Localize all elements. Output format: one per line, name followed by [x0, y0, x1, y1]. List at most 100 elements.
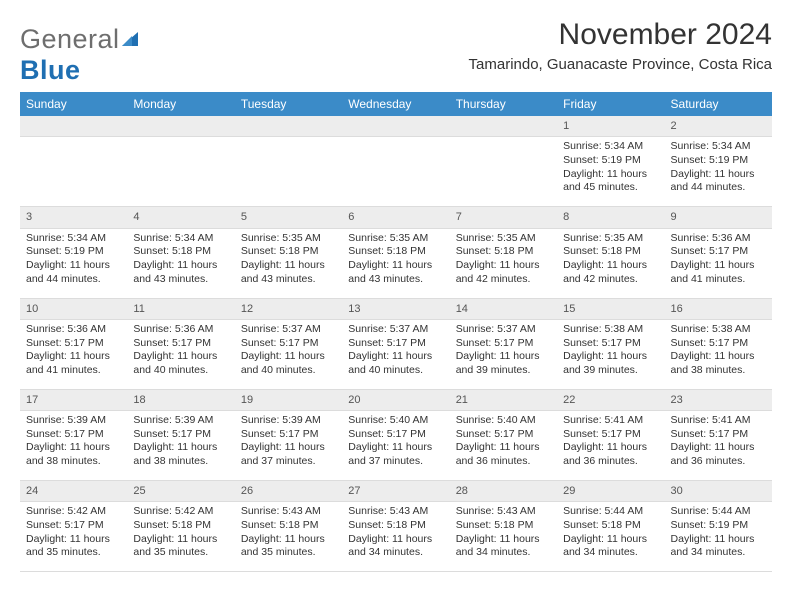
- day-detail-line: Daylight: 11 hours and 34 minutes.: [563, 533, 658, 560]
- day-detail-line: Daylight: 11 hours and 39 minutes.: [456, 350, 551, 377]
- day-detail-line: Sunset: 5:17 PM: [26, 337, 121, 351]
- day-cell: [127, 137, 234, 207]
- day-detail-line: Sunset: 5:17 PM: [133, 428, 228, 442]
- day-detail-line: Sunrise: 5:39 AM: [133, 414, 228, 428]
- day-detail-line: Daylight: 11 hours and 43 minutes.: [348, 259, 443, 286]
- day-detail-line: Sunset: 5:17 PM: [671, 337, 766, 351]
- day-number: 23: [665, 389, 772, 410]
- day-content-row: Sunrise: 5:42 AMSunset: 5:17 PMDaylight:…: [20, 502, 772, 572]
- day-detail-line: Sunrise: 5:35 AM: [241, 232, 336, 246]
- location-subtitle: Tamarindo, Guanacaste Province, Costa Ri…: [469, 56, 772, 73]
- day-detail-line: Daylight: 11 hours and 37 minutes.: [241, 441, 336, 468]
- day-cell: Sunrise: 5:37 AMSunset: 5:17 PMDaylight:…: [450, 319, 557, 389]
- day-cell: [342, 137, 449, 207]
- day-detail-line: Sunset: 5:17 PM: [133, 337, 228, 351]
- day-cell: Sunrise: 5:36 AMSunset: 5:17 PMDaylight:…: [665, 228, 772, 298]
- day-detail-line: Daylight: 11 hours and 36 minutes.: [456, 441, 551, 468]
- day-detail-line: Sunrise: 5:35 AM: [563, 232, 658, 246]
- calendar-header-row: SundayMondayTuesdayWednesdayThursdayFrid…: [20, 92, 772, 116]
- day-detail-line: Daylight: 11 hours and 38 minutes.: [26, 441, 121, 468]
- day-detail-line: Sunset: 5:17 PM: [563, 428, 658, 442]
- day-number: [342, 116, 449, 137]
- day-detail-line: Sunrise: 5:38 AM: [563, 323, 658, 337]
- brand-name-part2: Blue: [20, 55, 81, 85]
- brand-name-part1: General: [20, 24, 120, 54]
- day-detail-line: Daylight: 11 hours and 34 minutes.: [671, 533, 766, 560]
- day-detail-line: Daylight: 11 hours and 44 minutes.: [671, 168, 766, 195]
- day-detail-line: Daylight: 11 hours and 38 minutes.: [671, 350, 766, 377]
- day-detail-line: Sunrise: 5:38 AM: [671, 323, 766, 337]
- day-detail-line: Sunset: 5:18 PM: [348, 245, 443, 259]
- day-number: [127, 116, 234, 137]
- day-number-row: 12: [20, 116, 772, 137]
- day-detail-line: Daylight: 11 hours and 43 minutes.: [241, 259, 336, 286]
- day-detail-line: Sunrise: 5:34 AM: [563, 140, 658, 154]
- day-cell: [20, 137, 127, 207]
- day-cell: Sunrise: 5:34 AMSunset: 5:19 PMDaylight:…: [557, 137, 664, 207]
- day-detail-line: Sunrise: 5:40 AM: [348, 414, 443, 428]
- day-detail-line: Sunrise: 5:42 AM: [133, 505, 228, 519]
- day-cell: [450, 137, 557, 207]
- day-detail-line: Daylight: 11 hours and 37 minutes.: [348, 441, 443, 468]
- weekday-header: Thursday: [450, 92, 557, 116]
- day-number: 2: [665, 116, 772, 137]
- day-detail-line: Daylight: 11 hours and 34 minutes.: [456, 533, 551, 560]
- brand-logo: General Blue: [20, 24, 142, 86]
- day-detail-line: Daylight: 11 hours and 41 minutes.: [26, 350, 121, 377]
- day-detail-line: Sunrise: 5:39 AM: [26, 414, 121, 428]
- weekday-header: Monday: [127, 92, 234, 116]
- day-number: 15: [557, 298, 664, 319]
- day-number: 4: [127, 207, 234, 228]
- day-detail-line: Sunset: 5:19 PM: [671, 519, 766, 533]
- day-number: 5: [235, 207, 342, 228]
- day-number: [20, 116, 127, 137]
- day-cell: Sunrise: 5:41 AMSunset: 5:17 PMDaylight:…: [665, 411, 772, 481]
- day-content-row: Sunrise: 5:34 AMSunset: 5:19 PMDaylight:…: [20, 228, 772, 298]
- weekday-header: Sunday: [20, 92, 127, 116]
- day-detail-line: Sunset: 5:18 PM: [456, 519, 551, 533]
- day-number: [450, 116, 557, 137]
- day-detail-line: Daylight: 11 hours and 35 minutes.: [133, 533, 228, 560]
- day-cell: Sunrise: 5:43 AMSunset: 5:18 PMDaylight:…: [235, 502, 342, 572]
- day-detail-line: Sunset: 5:18 PM: [133, 519, 228, 533]
- day-number: 22: [557, 389, 664, 410]
- day-detail-line: Sunrise: 5:34 AM: [26, 232, 121, 246]
- day-number: 30: [665, 481, 772, 502]
- day-detail-line: Sunset: 5:17 PM: [671, 245, 766, 259]
- day-cell: [235, 137, 342, 207]
- day-detail-line: Sunset: 5:18 PM: [241, 245, 336, 259]
- day-cell: Sunrise: 5:34 AMSunset: 5:19 PMDaylight:…: [20, 228, 127, 298]
- day-detail-line: Sunrise: 5:44 AM: [563, 505, 658, 519]
- day-number-row: 3456789: [20, 207, 772, 228]
- day-detail-line: Sunset: 5:18 PM: [348, 519, 443, 533]
- month-title: November 2024: [469, 18, 772, 52]
- day-cell: Sunrise: 5:44 AMSunset: 5:19 PMDaylight:…: [665, 502, 772, 572]
- day-number: 9: [665, 207, 772, 228]
- day-cell: Sunrise: 5:38 AMSunset: 5:17 PMDaylight:…: [557, 319, 664, 389]
- day-content-row: Sunrise: 5:39 AMSunset: 5:17 PMDaylight:…: [20, 411, 772, 481]
- day-cell: Sunrise: 5:40 AMSunset: 5:17 PMDaylight:…: [342, 411, 449, 481]
- day-detail-line: Sunrise: 5:35 AM: [348, 232, 443, 246]
- day-detail-line: Sunset: 5:17 PM: [26, 428, 121, 442]
- day-detail-line: Sunset: 5:17 PM: [241, 337, 336, 351]
- day-number: 1: [557, 116, 664, 137]
- day-number: 16: [665, 298, 772, 319]
- day-cell: Sunrise: 5:35 AMSunset: 5:18 PMDaylight:…: [450, 228, 557, 298]
- day-cell: Sunrise: 5:43 AMSunset: 5:18 PMDaylight:…: [342, 502, 449, 572]
- day-detail-line: Daylight: 11 hours and 41 minutes.: [671, 259, 766, 286]
- brand-name: General Blue: [20, 24, 142, 86]
- day-detail-line: Sunset: 5:17 PM: [26, 519, 121, 533]
- day-detail-line: Sunrise: 5:43 AM: [456, 505, 551, 519]
- day-detail-line: Daylight: 11 hours and 34 minutes.: [348, 533, 443, 560]
- day-detail-line: Sunrise: 5:41 AM: [671, 414, 766, 428]
- day-detail-line: Sunset: 5:19 PM: [671, 154, 766, 168]
- day-detail-line: Daylight: 11 hours and 36 minutes.: [671, 441, 766, 468]
- day-number: 19: [235, 389, 342, 410]
- day-cell: Sunrise: 5:35 AMSunset: 5:18 PMDaylight:…: [235, 228, 342, 298]
- calendar-page: General Blue November 2024 Tamarindo, Gu…: [0, 0, 792, 612]
- day-detail-line: Sunrise: 5:42 AM: [26, 505, 121, 519]
- day-cell: Sunrise: 5:40 AMSunset: 5:17 PMDaylight:…: [450, 411, 557, 481]
- day-detail-line: Sunset: 5:18 PM: [563, 245, 658, 259]
- day-detail-line: Daylight: 11 hours and 40 minutes.: [241, 350, 336, 377]
- day-detail-line: Daylight: 11 hours and 38 minutes.: [133, 441, 228, 468]
